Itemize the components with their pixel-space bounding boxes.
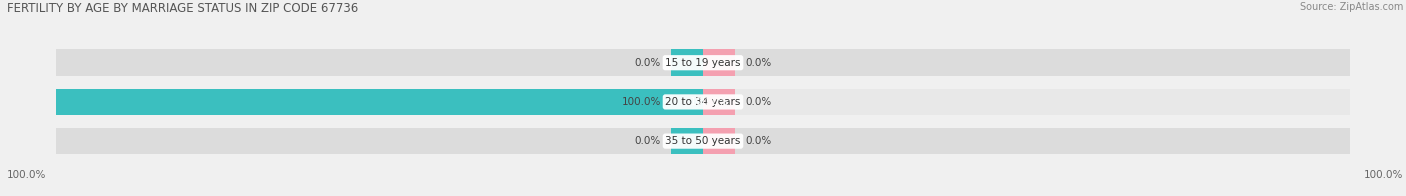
Bar [56,89,703,115]
Bar [703,89,735,115]
Bar [56,89,703,115]
Text: 15 to 19 years: 15 to 19 years [665,58,741,68]
Bar [703,128,1350,154]
Text: 20 to 34 years: 20 to 34 years [665,97,741,107]
Text: 100.0%: 100.0% [7,170,46,180]
Text: 0.0%: 0.0% [745,136,772,146]
Bar [56,128,703,154]
Bar [703,49,1350,76]
Bar [671,89,703,115]
Bar [671,49,703,76]
Text: 0.0%: 0.0% [634,58,661,68]
Bar [56,49,703,76]
Text: 100.0%: 100.0% [1364,170,1403,180]
Bar [703,49,735,76]
Text: 0.0%: 0.0% [634,136,661,146]
Text: FERTILITY BY AGE BY MARRIAGE STATUS IN ZIP CODE 67736: FERTILITY BY AGE BY MARRIAGE STATUS IN Z… [7,2,359,15]
Text: 35 to 50 years: 35 to 50 years [665,136,741,146]
Bar [703,89,1350,115]
Text: 100.0%: 100.0% [621,97,661,107]
Bar [671,128,703,154]
Text: 0.0%: 0.0% [745,97,772,107]
Text: 100.0%: 100.0% [690,97,730,107]
Text: 0.0%: 0.0% [745,58,772,68]
Text: Source: ZipAtlas.com: Source: ZipAtlas.com [1299,2,1403,12]
Bar [703,128,735,154]
